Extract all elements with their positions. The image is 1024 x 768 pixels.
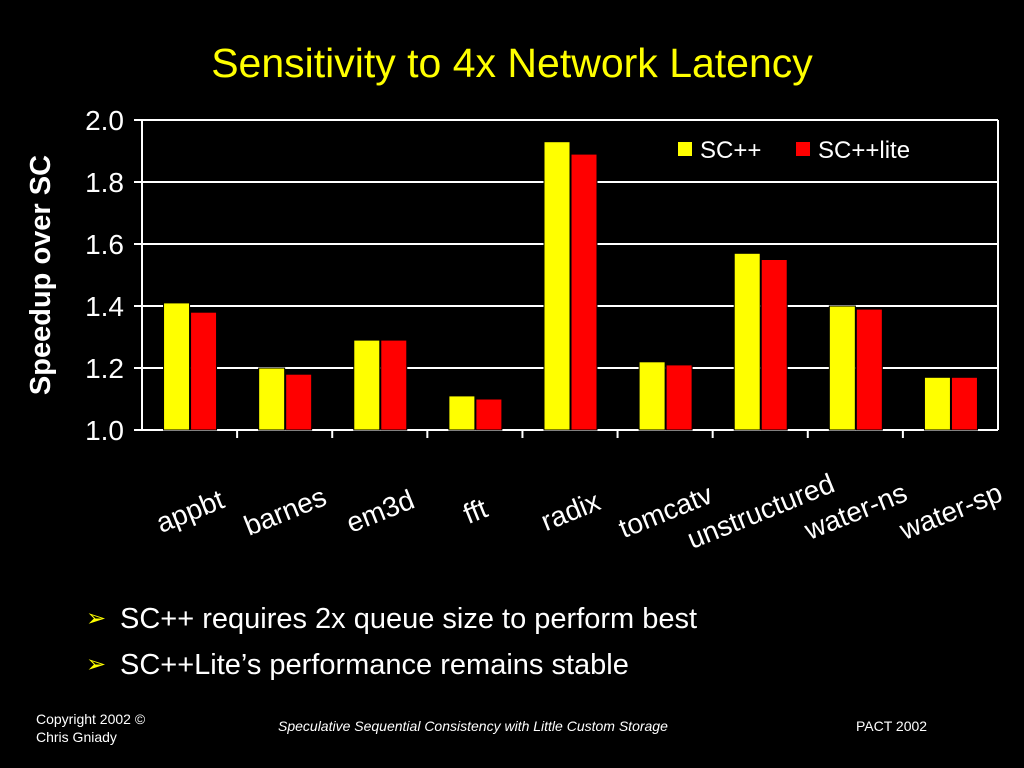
legend-label: SC++: [700, 137, 761, 164]
bar-chart: 1.0 1.2 1.4 1.6 1.8 2.0 Speedup over SC appbt ba…: [25, 105, 1006, 555]
bar-scpplite: [665, 364, 693, 431]
arrow-bullet-icon: ➢: [86, 605, 107, 632]
arrow-bullet-icon: ➢: [86, 651, 107, 678]
slide-title: Sensitivity to 4x Network Latency: [211, 40, 813, 86]
bar-scpp: [448, 395, 476, 431]
y-tick-label: 1.4: [85, 291, 124, 322]
bar-scpplite: [475, 398, 503, 431]
y-axis-label: Speedup over SC: [25, 155, 57, 395]
legend-swatch: [678, 142, 692, 156]
x-category-label: radix: [536, 485, 604, 536]
y-tick-label: 1.8: [85, 167, 124, 198]
bullet-list: ➢ SC++ requires 2x queue size to perform …: [86, 598, 697, 690]
bar-scpp: [638, 361, 666, 431]
bar-scpplite: [760, 259, 788, 431]
bullet-text: SC++ requires 2x queue size to perform b…: [120, 603, 698, 635]
bar-scpp: [828, 305, 856, 431]
footer-copyright: Copyright 2002 © Chris Gniady: [36, 710, 145, 746]
bar-scpp: [258, 367, 286, 431]
bar-scpp: [923, 376, 951, 431]
x-category-label: barnes: [240, 481, 331, 542]
x-category-label: appbt: [152, 484, 229, 539]
bar-scpp: [163, 302, 191, 431]
copyright-line: Copyright 2002 ©: [36, 711, 146, 727]
bar-scpp: [543, 141, 571, 431]
bullet-item: ➢ SC++Lite’s performance remains stable: [86, 644, 697, 690]
bar-scpplite: [190, 311, 218, 431]
bar-scpplite: [570, 153, 598, 431]
y-tick-label: 2.0: [85, 105, 124, 136]
x-category-label: em3d: [342, 484, 419, 539]
bar-scpplite: [950, 376, 978, 431]
bullet-item: ➢ SC++ requires 2x queue size to perform …: [86, 598, 697, 644]
y-tick-label: 1.2: [85, 353, 124, 384]
footer-paper-title: Speculative Sequential Consistency with …: [278, 718, 668, 734]
bar-scpp: [733, 252, 761, 431]
legend-label: SC++lite: [818, 137, 910, 164]
bar-scpplite: [855, 308, 883, 431]
bar-scpplite: [285, 373, 313, 431]
author-name: Chris Gniady: [36, 729, 117, 745]
x-category-label: fft: [459, 492, 492, 529]
bar-scpp: [353, 339, 381, 431]
bullet-text: SC++Lite’s performance remains stable: [120, 649, 629, 681]
y-tick-label: 1.0: [85, 415, 124, 446]
y-tick-label: 1.6: [85, 229, 124, 260]
bar-scpplite: [380, 339, 408, 431]
footer-venue: PACT 2002: [856, 718, 928, 734]
x-category-label: water-sp: [894, 477, 1006, 546]
legend-swatch: [796, 142, 810, 156]
